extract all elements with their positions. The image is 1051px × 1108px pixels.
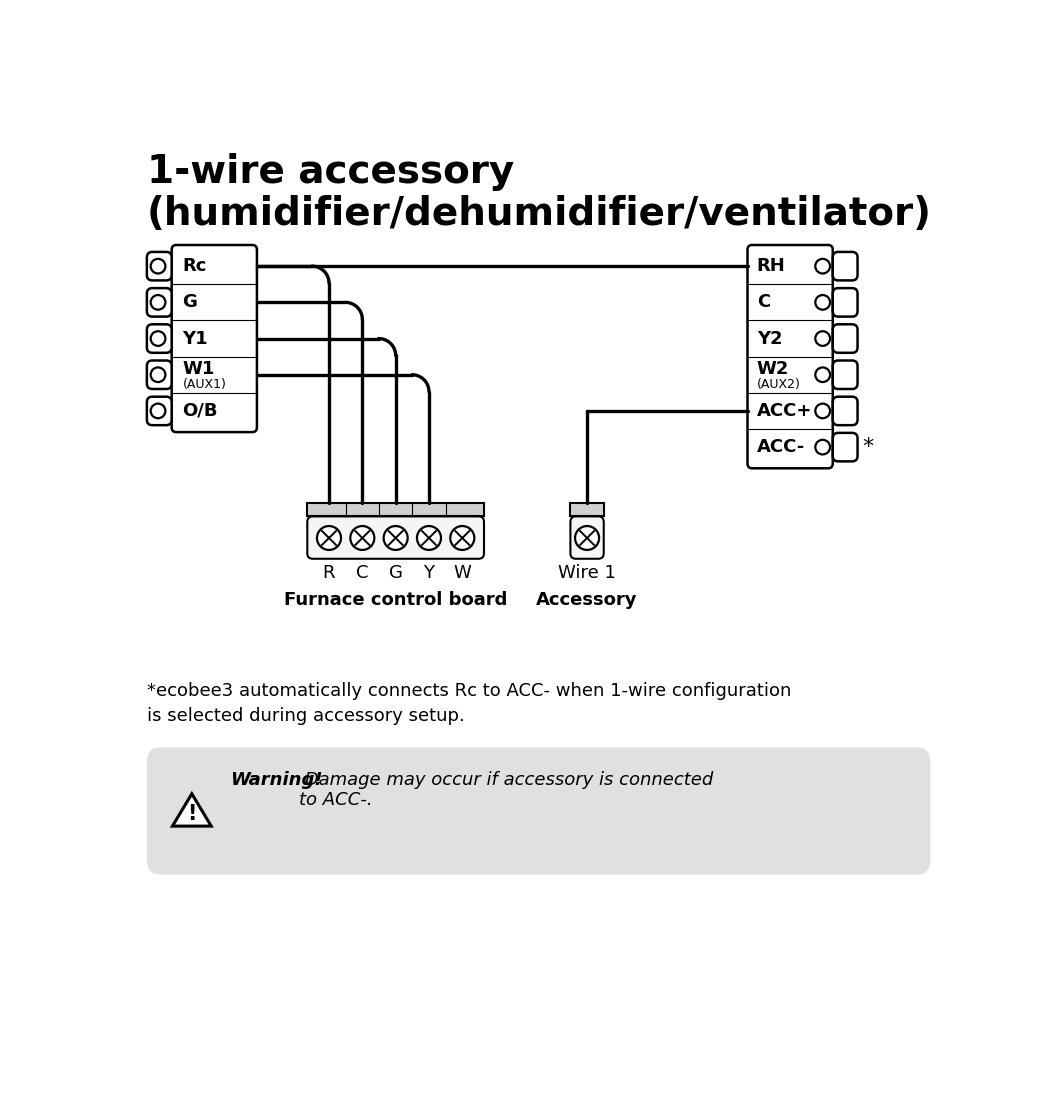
Circle shape (816, 368, 830, 382)
Circle shape (350, 526, 374, 550)
Text: O/B: O/B (183, 402, 218, 420)
Bar (571, 503, 603, 516)
Text: Rc: Rc (183, 257, 207, 275)
Circle shape (317, 526, 341, 550)
FancyBboxPatch shape (747, 245, 832, 469)
FancyBboxPatch shape (832, 252, 858, 280)
Text: G: G (183, 294, 198, 311)
FancyBboxPatch shape (171, 245, 256, 432)
FancyBboxPatch shape (147, 288, 171, 317)
Circle shape (816, 259, 830, 274)
Text: Y: Y (424, 564, 434, 582)
FancyBboxPatch shape (832, 360, 858, 389)
Circle shape (816, 403, 830, 418)
FancyBboxPatch shape (147, 252, 171, 280)
Bar (307, 503, 485, 516)
Circle shape (417, 526, 441, 550)
Circle shape (150, 259, 165, 274)
Circle shape (150, 295, 165, 309)
Circle shape (575, 526, 599, 550)
Circle shape (150, 403, 165, 418)
FancyBboxPatch shape (832, 288, 858, 317)
Text: (AUX2): (AUX2) (757, 378, 801, 391)
Text: Y1: Y1 (183, 329, 208, 348)
Text: Damage may occur if accessory is connected
to ACC-.: Damage may occur if accessory is connect… (298, 770, 713, 809)
Text: ACC-: ACC- (757, 438, 805, 456)
FancyBboxPatch shape (832, 397, 858, 425)
Text: *: * (862, 438, 873, 458)
Text: W: W (453, 564, 471, 582)
Text: Warning!: Warning! (230, 770, 324, 789)
Text: (humidifier/dehumidifier/ventilator): (humidifier/dehumidifier/ventilator) (147, 195, 932, 233)
Text: *ecobee3 automatically connects Rc to ACC- when 1-wire configuration
is selected: *ecobee3 automatically connects Rc to AC… (147, 681, 791, 725)
FancyBboxPatch shape (147, 397, 171, 425)
Text: Furnace control board: Furnace control board (284, 591, 508, 609)
Text: G: G (389, 564, 403, 582)
Circle shape (450, 526, 474, 550)
Text: Y2: Y2 (757, 329, 782, 348)
Circle shape (816, 440, 830, 454)
FancyBboxPatch shape (147, 360, 171, 389)
Text: RH: RH (757, 257, 785, 275)
Text: C: C (757, 294, 770, 311)
Circle shape (816, 295, 830, 309)
Text: R: R (323, 564, 335, 582)
Text: ACC+: ACC+ (757, 402, 812, 420)
Text: C: C (356, 564, 369, 582)
Text: 1-wire accessory: 1-wire accessory (147, 153, 514, 191)
Circle shape (816, 331, 830, 346)
FancyBboxPatch shape (147, 748, 930, 874)
FancyBboxPatch shape (307, 516, 485, 558)
Text: Accessory: Accessory (536, 591, 638, 609)
Text: W1: W1 (183, 360, 214, 378)
Text: !: ! (187, 804, 197, 824)
Circle shape (150, 368, 165, 382)
Circle shape (150, 331, 165, 346)
Circle shape (384, 526, 408, 550)
Polygon shape (172, 793, 211, 827)
FancyBboxPatch shape (832, 325, 858, 352)
Text: Wire 1: Wire 1 (558, 564, 616, 582)
FancyBboxPatch shape (147, 325, 171, 352)
Text: W2: W2 (757, 360, 789, 378)
FancyBboxPatch shape (571, 516, 603, 558)
Text: (AUX1): (AUX1) (183, 378, 226, 391)
FancyBboxPatch shape (832, 433, 858, 461)
